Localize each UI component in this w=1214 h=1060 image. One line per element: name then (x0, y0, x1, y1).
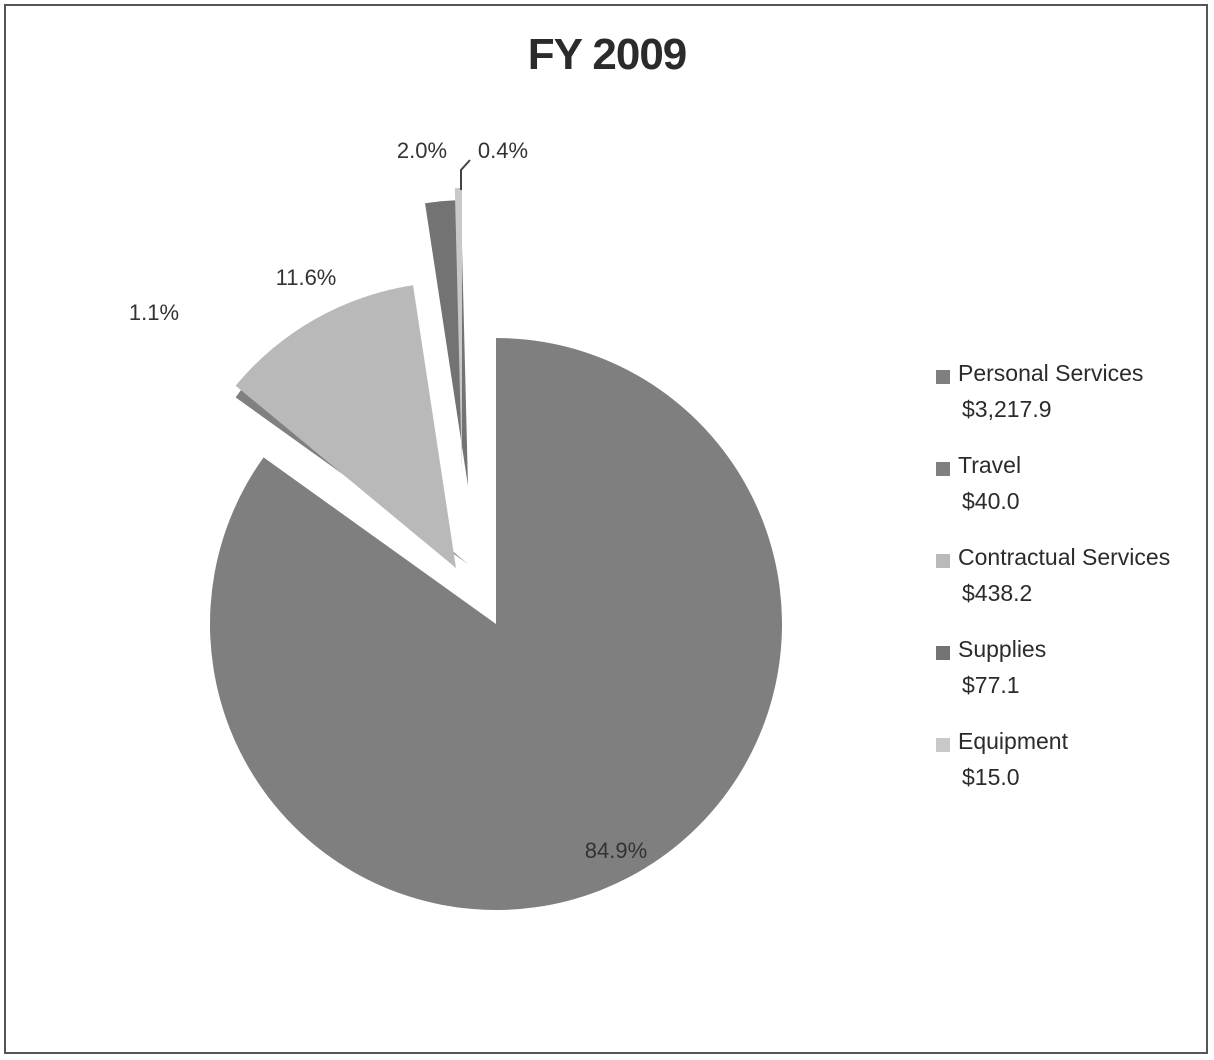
legend-swatch (936, 370, 950, 384)
legend-value: $40.0 (962, 488, 1020, 514)
leader-line-equipment (460, 159, 471, 190)
legend-name: Supplies (958, 636, 1047, 662)
slice-label-equipment: 0.4% (478, 138, 528, 163)
legend-name: Travel (958, 452, 1022, 478)
legend-swatch (936, 462, 950, 476)
legend-value: $77.1 (962, 672, 1020, 698)
legend-value: $3,217.9 (962, 396, 1052, 422)
legend-swatch (936, 554, 950, 568)
legend-name: Equipment (958, 728, 1068, 754)
legend-name: Contractual Services (958, 544, 1171, 570)
pie-slice-contractual-services (235, 285, 456, 568)
legend-swatch (936, 646, 950, 660)
legend-value: $15.0 (962, 764, 1020, 790)
legend-value: $438.2 (962, 580, 1033, 606)
slice-label-personal-services: 84.9% (585, 838, 647, 863)
legend-name: Personal Services (958, 360, 1144, 386)
pie-slice-personal-services (209, 338, 782, 910)
slice-label-supplies: 2.0% (397, 138, 447, 163)
pie-slice-equipment (454, 188, 462, 474)
slice-label-travel: 1.1% (129, 300, 179, 325)
legend-swatch (936, 738, 950, 752)
chart-title: FY 2009 (527, 30, 688, 79)
slice-label-contractual-services: 11.6% (276, 265, 337, 290)
